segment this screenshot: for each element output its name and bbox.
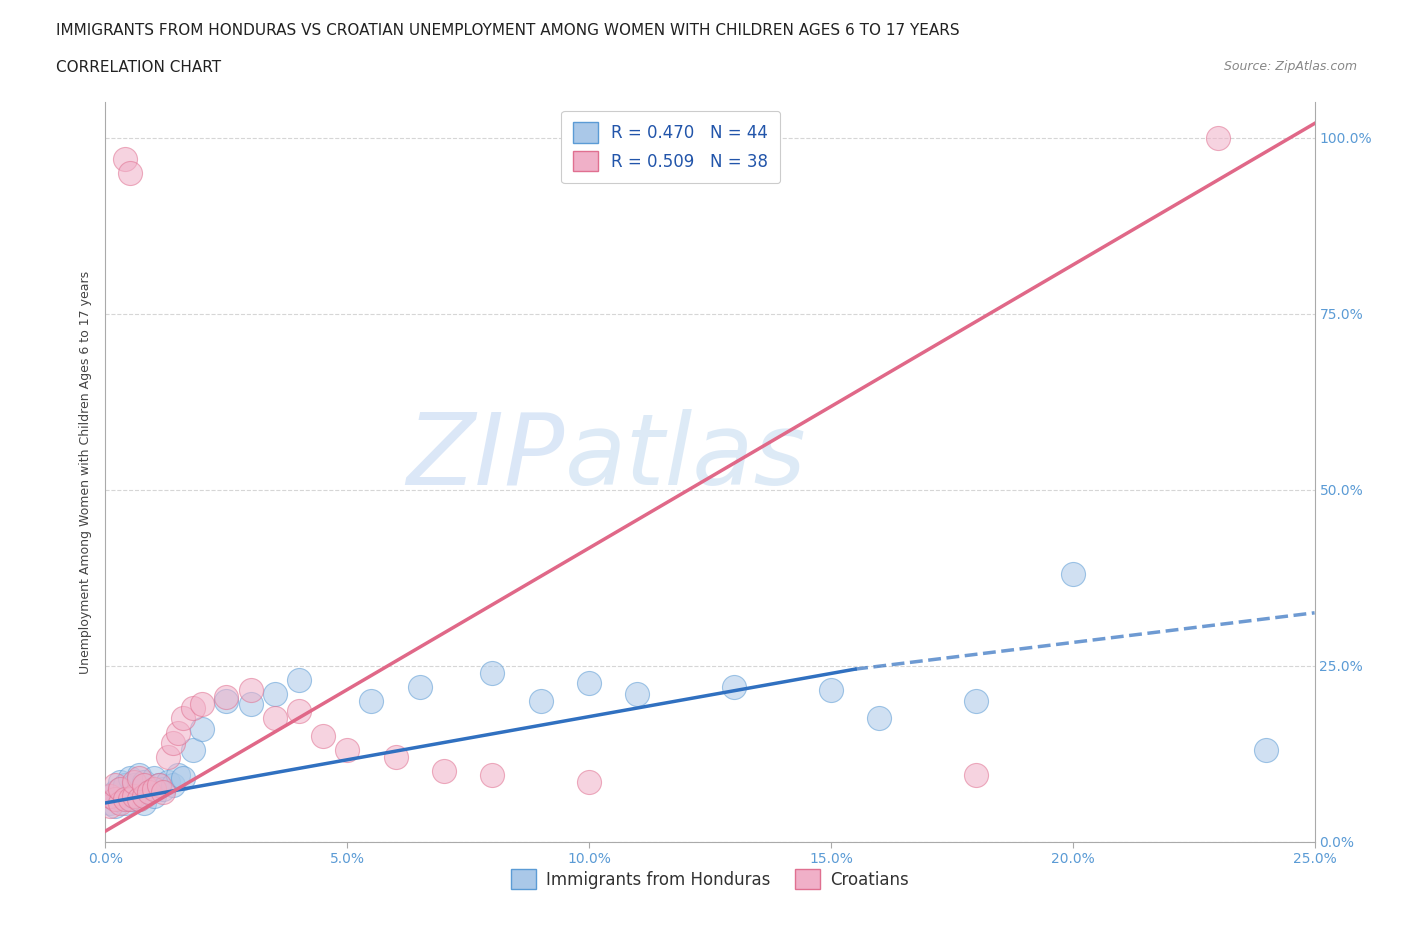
Point: [481, 767, 503, 782]
Point: [118, 792, 141, 807]
Point: [336, 743, 359, 758]
Point: [433, 764, 456, 778]
Point: [124, 777, 146, 792]
Point: [108, 781, 131, 796]
Y-axis label: Unemployment Among Women with Children Ages 6 to 17 years: Unemployment Among Women with Children A…: [79, 271, 93, 673]
Point: [104, 792, 127, 807]
Point: [124, 789, 146, 804]
Point: [98, 795, 121, 810]
Point: [118, 792, 141, 807]
Point: [98, 789, 121, 804]
Point: [118, 771, 141, 786]
Text: Source: ZipAtlas.com: Source: ZipAtlas.com: [1223, 60, 1357, 73]
Point: [172, 771, 194, 786]
Point: [409, 679, 432, 694]
Point: [114, 795, 136, 810]
Point: [128, 792, 150, 807]
Point: [215, 690, 238, 705]
Point: [152, 785, 174, 800]
Point: [263, 711, 285, 726]
Text: ZIP: ZIP: [406, 408, 565, 506]
Point: [148, 777, 170, 792]
Point: [108, 795, 131, 810]
Point: [134, 775, 156, 790]
Point: [239, 697, 262, 711]
Point: [191, 722, 214, 737]
Point: [1062, 566, 1084, 581]
Point: [578, 775, 600, 790]
Point: [104, 785, 127, 800]
Point: [108, 792, 131, 807]
Point: [134, 789, 156, 804]
Point: [138, 785, 160, 800]
Point: [114, 152, 136, 166]
Point: [263, 686, 285, 701]
Text: IMMIGRANTS FROM HONDURAS VS CROATIAN UNEMPLOYMENT AMONG WOMEN WITH CHILDREN AGES: IMMIGRANTS FROM HONDURAS VS CROATIAN UNE…: [56, 23, 960, 38]
Point: [288, 672, 311, 687]
Point: [98, 789, 121, 804]
Point: [181, 700, 204, 715]
Point: [118, 166, 141, 180]
Point: [312, 728, 335, 743]
Point: [157, 750, 180, 764]
Point: [114, 777, 136, 792]
Point: [142, 781, 165, 796]
Point: [965, 767, 987, 782]
Point: [191, 697, 214, 711]
Point: [965, 694, 987, 709]
Point: [162, 736, 184, 751]
Point: [1256, 743, 1278, 758]
Point: [167, 725, 190, 740]
Point: [108, 781, 131, 796]
Point: [868, 711, 890, 726]
Point: [142, 771, 165, 786]
Point: [172, 711, 194, 726]
Legend: Immigrants from Honduras, Croatians: Immigrants from Honduras, Croatians: [505, 862, 915, 897]
Point: [360, 694, 382, 709]
Point: [578, 676, 600, 691]
Point: [157, 775, 180, 790]
Point: [104, 777, 127, 792]
Point: [134, 795, 156, 810]
Point: [626, 686, 648, 701]
Point: [128, 767, 150, 782]
Point: [108, 775, 131, 790]
Point: [152, 781, 174, 796]
Point: [124, 789, 146, 804]
Point: [239, 683, 262, 698]
Point: [384, 750, 406, 764]
Point: [481, 665, 503, 680]
Point: [723, 679, 745, 694]
Point: [134, 777, 156, 792]
Point: [114, 792, 136, 807]
Point: [820, 683, 842, 698]
Point: [128, 792, 150, 807]
Point: [181, 743, 204, 758]
Point: [1206, 130, 1229, 145]
Point: [530, 694, 553, 709]
Point: [162, 777, 184, 792]
Text: atlas: atlas: [565, 408, 807, 506]
Point: [167, 767, 190, 782]
Point: [215, 694, 238, 709]
Text: CORRELATION CHART: CORRELATION CHART: [56, 60, 221, 75]
Point: [104, 799, 127, 814]
Point: [142, 789, 165, 804]
Point: [148, 777, 170, 792]
Point: [128, 771, 150, 786]
Point: [124, 775, 146, 790]
Point: [98, 799, 121, 814]
Point: [138, 785, 160, 800]
Point: [288, 704, 311, 719]
